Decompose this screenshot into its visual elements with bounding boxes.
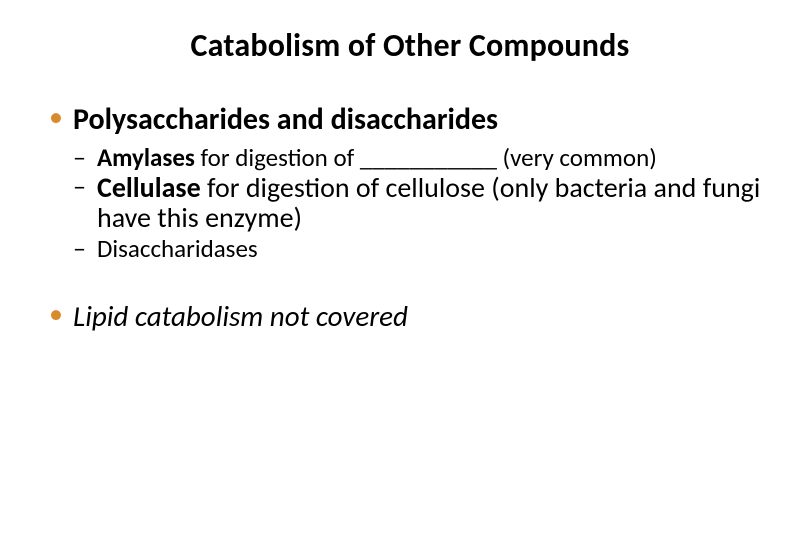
spacer bbox=[45, 268, 775, 300]
bullet-list-level2: Amylases for digestion of ___________ (v… bbox=[73, 144, 775, 262]
slide-title: Catabolism of Other Compounds bbox=[45, 26, 775, 65]
subitem-text: Amylases for digestion of ___________ (v… bbox=[97, 144, 775, 171]
bullet-list-level1: Polysaccharides and disaccharides Amylas… bbox=[45, 103, 775, 262]
bullet-item-polysaccharides: Polysaccharides and disaccharides Amylas… bbox=[45, 103, 775, 262]
subitem-text: Disaccharidases bbox=[97, 235, 775, 262]
bullet-list-level1: Lipid catabolism not covered bbox=[45, 300, 775, 333]
subitem-rest: Disaccharidases bbox=[97, 233, 258, 264]
subitem-text: Cellulase for digestion of cellulose (on… bbox=[97, 173, 775, 233]
subitem-lead: Amylases bbox=[97, 142, 195, 173]
bullet-item-lipid: Lipid catabolism not covered bbox=[45, 300, 775, 333]
slide: Catabolism of Other Compounds Polysaccha… bbox=[0, 0, 810, 540]
subitem-cellulase: Cellulase for digestion of cellulose (on… bbox=[73, 173, 775, 233]
bullet-text: Lipid catabolism not covered bbox=[73, 300, 775, 333]
bullet-text: Polysaccharides and disaccharides bbox=[73, 103, 775, 138]
subitem-disaccharidases: Disaccharidases bbox=[73, 235, 775, 262]
subitem-rest: for digestion of ___________ (very commo… bbox=[195, 142, 657, 173]
subitem-amylases: Amylases for digestion of ___________ (v… bbox=[73, 144, 775, 171]
